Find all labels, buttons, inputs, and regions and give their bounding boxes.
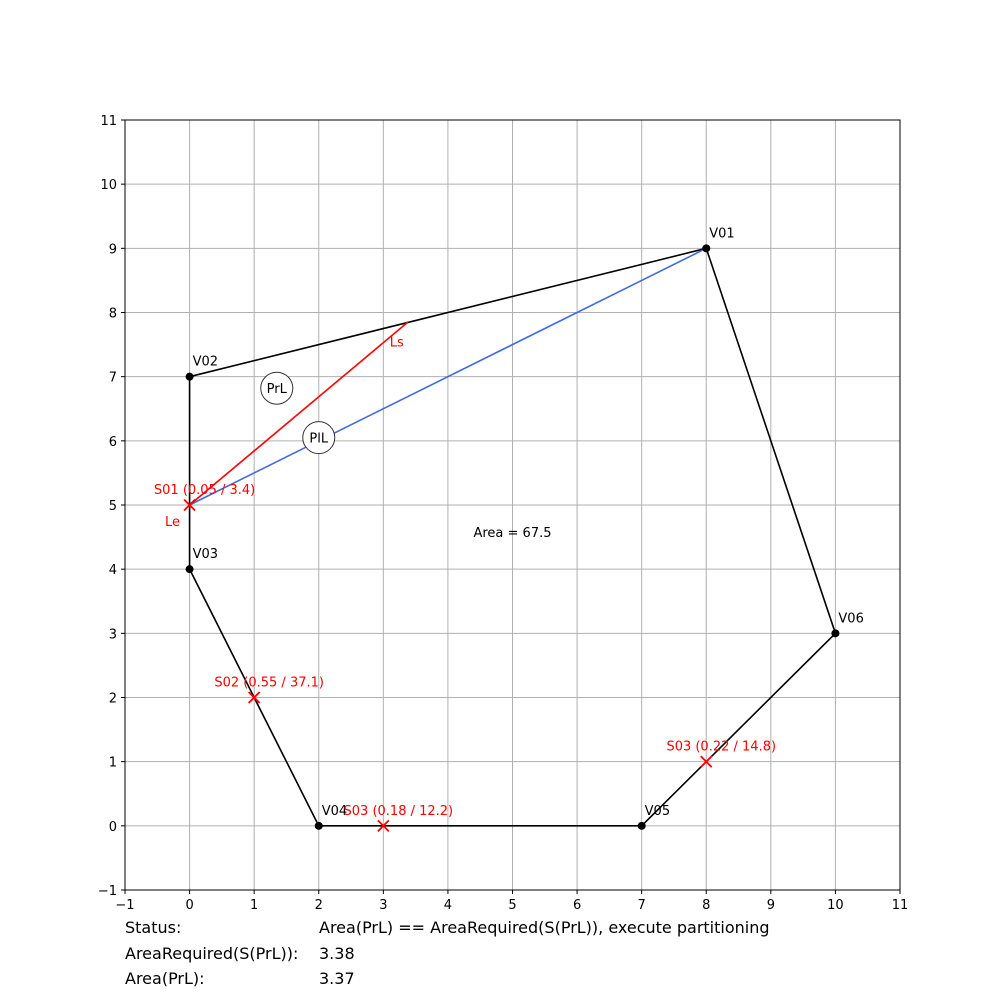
circle-label-bubble xyxy=(302,421,336,455)
site-marker xyxy=(248,691,261,704)
area-annotation: Area = 67.5 xyxy=(473,526,551,541)
y-tick-label: 10 xyxy=(100,178,117,193)
y-tick-label: 8 xyxy=(109,307,117,322)
x-tick-label: 6 xyxy=(573,898,581,913)
line-label: Ls xyxy=(390,335,404,350)
y-tick-label: 2 xyxy=(109,692,117,707)
vertex-point xyxy=(185,565,194,574)
y-tick-label: 1 xyxy=(109,756,117,771)
grid xyxy=(124,119,901,891)
vertex-point xyxy=(314,821,323,830)
site-marker xyxy=(377,819,390,832)
site-label: S03 (0.18 / 12.2) xyxy=(344,804,454,819)
x-tick-label: 7 xyxy=(638,898,646,913)
y-tick-label: 7 xyxy=(109,371,117,386)
y-tick-label: 9 xyxy=(109,242,117,257)
blue-partition-line xyxy=(189,247,707,506)
status-value: Area(PrL) == AreaRequired(S(PrL)), execu… xyxy=(319,918,770,937)
x-tick-label: 3 xyxy=(379,898,387,913)
area-label: Area(PrL): xyxy=(125,969,205,988)
site-marker xyxy=(183,498,196,512)
vertex-point xyxy=(702,244,711,253)
x-tick-label: −1 xyxy=(115,898,134,913)
line-label: Le xyxy=(165,515,180,530)
site-marker xyxy=(700,755,713,768)
vertex-label: V04 xyxy=(322,804,347,819)
x-tick-label: 5 xyxy=(508,898,516,913)
vertex-point xyxy=(831,629,840,638)
y-tick-label: 0 xyxy=(109,820,117,835)
site-label: S01 (0.05 / 3.4) xyxy=(154,483,255,498)
y-tick-label: 3 xyxy=(109,627,117,642)
area-required-label: AreaRequired(S(PrL)): xyxy=(125,944,299,963)
circle-label-bubble xyxy=(260,371,294,405)
x-tick-label: 8 xyxy=(702,898,710,913)
site-label: S03 (0.22 / 14.8) xyxy=(666,740,776,755)
x-tick-label: 4 xyxy=(444,898,452,913)
x-tick-label: 1 xyxy=(250,898,258,913)
status-label: Status: xyxy=(125,918,182,937)
vertex-label: V06 xyxy=(838,611,863,626)
circle-label: PlL xyxy=(309,432,328,447)
y-tick-label: 5 xyxy=(109,499,117,514)
y-tick-label: −1 xyxy=(98,884,117,899)
area-required-value: 3.38 xyxy=(319,944,355,963)
vertex-point xyxy=(637,821,646,830)
area-value: 3.37 xyxy=(319,969,355,988)
x-tick-label: 0 xyxy=(185,898,193,913)
y-tick-label: 4 xyxy=(109,563,117,578)
circle-label: PrL xyxy=(267,382,288,397)
site-label: S02 (0.55 / 37.1) xyxy=(214,676,324,691)
x-tick-label: 10 xyxy=(827,898,844,913)
vertex-label: V03 xyxy=(193,547,218,562)
vertex-label: V02 xyxy=(193,355,218,370)
axes: −1 0 1 2 3 4 5 6 7 8 9 10 11 −1 0 1 2 3 4 5 6 7 8 9 10 11 xyxy=(98,114,908,913)
shapes xyxy=(183,244,840,832)
labels: V01 V02 V03 V04 V05 V06 S01 (0.05 / 3.4) S02 (0… xyxy=(154,226,864,819)
x-tick-label: 2 xyxy=(315,898,323,913)
x-tick-label: 11 xyxy=(892,898,909,913)
y-tick-label: 11 xyxy=(100,114,117,129)
vertex-point xyxy=(185,372,194,381)
vertex-label: V01 xyxy=(709,226,734,241)
y-tick-label: 6 xyxy=(109,435,117,450)
vertex-label: V05 xyxy=(645,804,670,819)
x-tick-label: 9 xyxy=(767,898,775,913)
red-partition-line xyxy=(189,321,409,506)
